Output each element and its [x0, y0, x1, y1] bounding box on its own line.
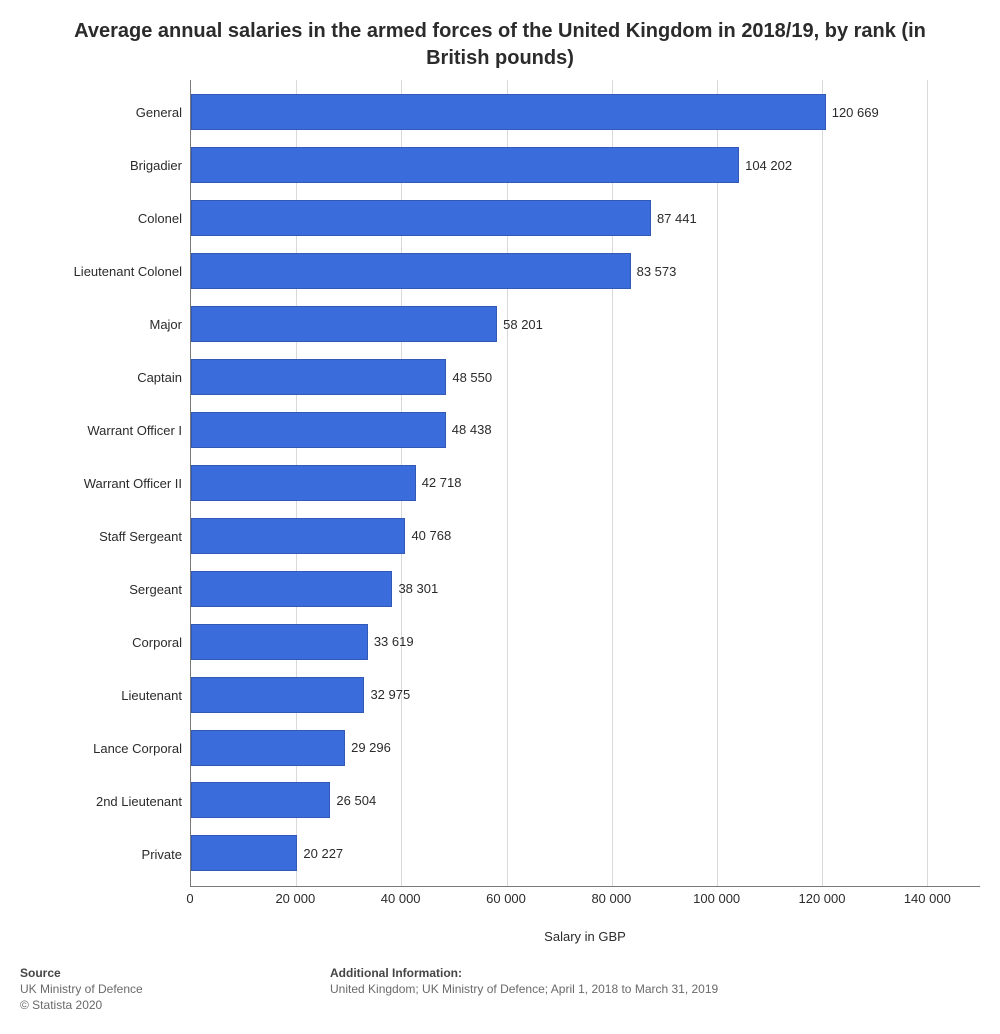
x-tick-label: 120 000	[799, 891, 846, 906]
bar-row: 104 202	[191, 147, 980, 183]
y-axis-label: Private	[20, 847, 182, 862]
y-axis-label: 2nd Lieutenant	[20, 794, 182, 809]
x-tick-label: 40 000	[381, 891, 421, 906]
bar-value-label: 33 619	[374, 634, 414, 649]
bar-value-label: 48 438	[452, 422, 492, 437]
bar-row: 48 438	[191, 412, 980, 448]
bar-row: 20 227	[191, 835, 980, 871]
y-axis-label: Colonel	[20, 211, 182, 226]
bar	[191, 306, 497, 342]
y-axis-label: Sergeant	[20, 582, 182, 597]
y-axis-label: Warrant Officer II	[20, 476, 182, 491]
bar-value-label: 42 718	[422, 475, 462, 490]
y-axis-label: Lieutenant	[20, 688, 182, 703]
bar-value-label: 104 202	[745, 158, 792, 173]
bar-value-label: 87 441	[657, 211, 697, 226]
bar-row: 32 975	[191, 677, 980, 713]
bar-row: 58 201	[191, 306, 980, 342]
y-axis-label: Brigadier	[20, 158, 182, 173]
bar-value-label: 26 504	[336, 793, 376, 808]
bar-value-label: 120 669	[832, 105, 879, 120]
bar	[191, 730, 345, 766]
y-axis-label: Corporal	[20, 635, 182, 650]
x-ticks: 020 00040 00060 00080 000100 000120 0001…	[190, 891, 980, 925]
bar	[191, 835, 297, 871]
y-axis-labels: General Brigadier Colonel Lieutenant Colone…	[20, 80, 190, 887]
source-copyright: © Statista 2020	[20, 998, 330, 1012]
chart-title: Average annual salaries in the armed for…	[60, 18, 940, 72]
bar-row: 29 296	[191, 730, 980, 766]
footer-source: Source UK Ministry of Defence © Statista…	[20, 966, 330, 1014]
y-axis-label: Lieutenant Colonel	[20, 264, 182, 279]
bar-value-label: 20 227	[303, 846, 343, 861]
info-heading: Additional Information:	[330, 966, 718, 980]
x-tick-label: 60 000	[486, 891, 526, 906]
y-axis-label: Lance Corporal	[20, 741, 182, 756]
bar	[191, 412, 446, 448]
x-axis: 0 20 000 40 000 60 000 80 000 100 000 120 000 1…	[20, 891, 980, 925]
bar-value-label: 48 550	[452, 370, 492, 385]
chart-footer: Source UK Ministry of Defence © Statista…	[20, 966, 980, 1014]
bar-value-label: 38 301	[398, 581, 438, 596]
bar-row: 26 504	[191, 782, 980, 818]
bar	[191, 518, 405, 554]
bar	[191, 94, 826, 130]
x-tick-label: 100 000	[693, 891, 740, 906]
bar-row: 38 301	[191, 571, 980, 607]
source-line: UK Ministry of Defence	[20, 982, 330, 996]
bar-row: 40 768	[191, 518, 980, 554]
x-tick-label: 20 000	[275, 891, 315, 906]
bar	[191, 465, 416, 501]
bar	[191, 677, 364, 713]
y-axis-label: Captain	[20, 370, 182, 385]
bar	[191, 200, 651, 236]
bar	[191, 782, 330, 818]
bar-row: 83 573	[191, 253, 980, 289]
x-tick-label: 0	[186, 891, 193, 906]
bars: 120 669 104 202 87 441 83 573 58 201 48 550 48…	[191, 80, 980, 886]
x-tick-label: 140 000	[904, 891, 951, 906]
source-heading: Source	[20, 966, 330, 980]
bar-row: 87 441	[191, 200, 980, 236]
bar-value-label: 29 296	[351, 740, 391, 755]
bar-value-label: 32 975	[370, 687, 410, 702]
info-line: United Kingdom; UK Ministry of Defence; …	[330, 982, 718, 996]
bar-value-label: 40 768	[411, 528, 451, 543]
y-axis-label: Warrant Officer I	[20, 423, 182, 438]
bar	[191, 571, 392, 607]
chart-wrap: General Brigadier Colonel Lieutenant Colone…	[20, 80, 980, 944]
chart-container: Average annual salaries in the armed for…	[0, 0, 1000, 1034]
footer-additional-info: Additional Information: United Kingdom; …	[330, 966, 718, 1014]
bar	[191, 624, 368, 660]
plot-area: 120 669 104 202 87 441 83 573 58 201 48 550 48…	[190, 80, 980, 887]
bar	[191, 147, 739, 183]
bar	[191, 359, 446, 395]
bar	[191, 253, 631, 289]
bar-row: 48 550	[191, 359, 980, 395]
x-axis-label: Salary in GBP	[190, 929, 980, 944]
bar-row: 33 619	[191, 624, 980, 660]
y-axis-label: Major	[20, 317, 182, 332]
bar-row: 42 718	[191, 465, 980, 501]
x-tick-label: 80 000	[591, 891, 631, 906]
bar-row: 120 669	[191, 94, 980, 130]
bar-value-label: 58 201	[503, 317, 543, 332]
y-axis-label: General	[20, 105, 182, 120]
plot: General Brigadier Colonel Lieutenant Colone…	[20, 80, 980, 887]
y-axis-label: Staff Sergeant	[20, 529, 182, 544]
bar-value-label: 83 573	[637, 264, 677, 279]
